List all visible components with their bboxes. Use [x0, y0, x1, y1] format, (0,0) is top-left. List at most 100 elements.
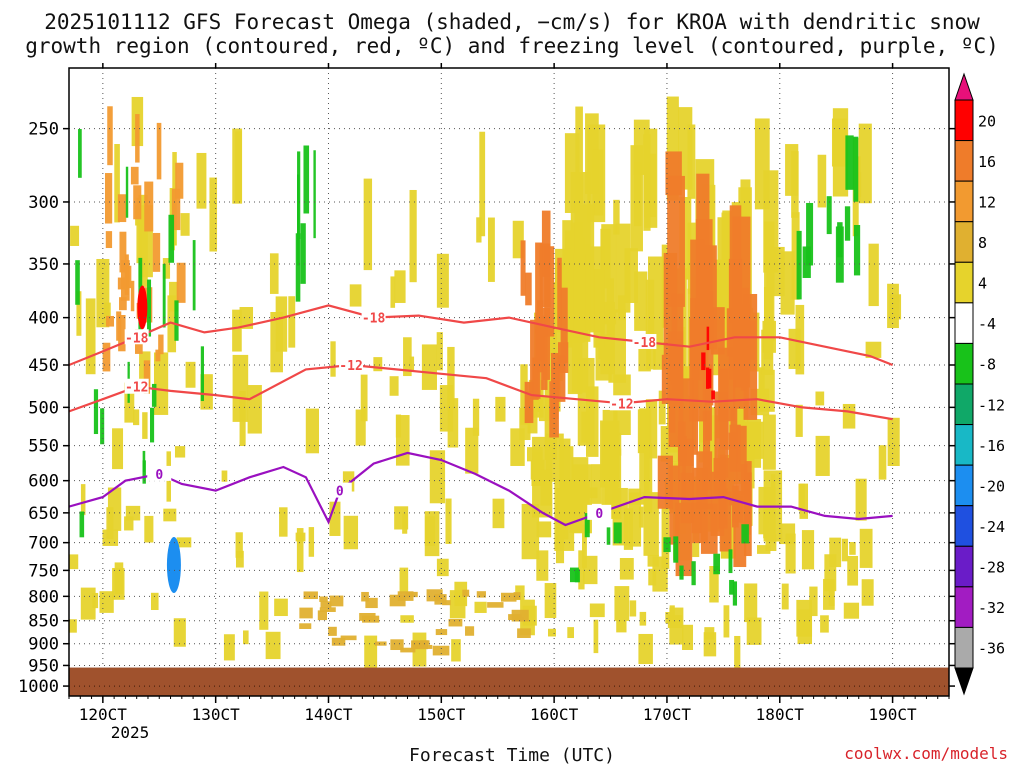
omega-cell [432, 645, 450, 656]
colorbar-label: 16 [978, 153, 996, 171]
omega-cell [639, 408, 650, 494]
omega-cell [274, 598, 288, 617]
omega-cell [390, 639, 404, 651]
omega-cell [744, 421, 764, 459]
omega-cell [329, 501, 341, 536]
omega-cell [343, 515, 359, 550]
omega-cell [130, 280, 135, 312]
omega-cell [540, 469, 552, 506]
omega-cell [798, 483, 805, 511]
contour--12C [69, 363, 893, 421]
contour-label: -18 [633, 336, 657, 351]
colorbar-swatch [954, 464, 974, 507]
omega-cell [153, 352, 169, 415]
y-tick-label: 300 [28, 193, 59, 213]
omega-cell [669, 465, 680, 545]
omega-cell [552, 361, 560, 390]
y-tick-label: 900 [28, 635, 59, 655]
omega-cell [445, 498, 452, 544]
omega-cell [520, 364, 528, 425]
colorbar-label: -16 [978, 437, 1005, 455]
omega-cell [395, 415, 410, 466]
omega-cell [560, 287, 568, 364]
x-axis: 120CT 130CT 140CT 150CT 160CT 170CT 180CT 190CT [68, 63, 950, 724]
y-tick-label: 400 [28, 309, 59, 329]
credit-text: coolwx.com/models [844, 744, 1008, 763]
omega-cell [119, 231, 127, 273]
omega-cell [616, 620, 627, 633]
omega-cell [779, 523, 796, 545]
omega-cell [168, 214, 175, 263]
omega-cell [573, 253, 586, 338]
omega-cell [102, 529, 119, 546]
omega-cell [763, 287, 773, 360]
omega-cell [479, 131, 486, 237]
omega-cell [887, 283, 899, 329]
omega-cell [741, 464, 748, 495]
omega-cell [340, 635, 357, 641]
contour-label: 0 [595, 507, 603, 522]
omega-cell [703, 632, 717, 657]
contour-label: 0 [155, 468, 163, 483]
omega-cell [606, 527, 611, 545]
colorbar-label: -28 [978, 559, 1005, 577]
omega-cell [796, 230, 802, 300]
contour-label-bg [339, 356, 364, 372]
omega-cell [878, 445, 887, 480]
omega-cell [809, 586, 818, 617]
omega-cell [734, 635, 741, 669]
colorbar-swatch [954, 99, 974, 142]
omega-cell [259, 591, 269, 630]
omega-cell [845, 135, 854, 190]
omega-cell [536, 521, 552, 538]
contour-label: -18 [125, 331, 149, 346]
omega-cell [691, 561, 696, 586]
omega-cell [124, 516, 134, 531]
omega-cell [150, 592, 159, 610]
omega-cell [492, 498, 505, 529]
omega-cell [711, 390, 715, 400]
omega-cell [578, 550, 585, 590]
omega-cell [569, 567, 579, 583]
contour-label: -12 [610, 397, 633, 412]
omega-cell [69, 619, 77, 633]
omega-cell [592, 149, 604, 216]
omega-cell [76, 291, 82, 336]
omega-cell [152, 232, 161, 272]
omega-cell [634, 162, 642, 227]
omega-cell [308, 527, 315, 557]
omega-cell [133, 185, 142, 220]
omega-cell [349, 284, 362, 307]
omega-cell [853, 225, 861, 276]
omega-cell [554, 479, 575, 551]
omega-cell [742, 320, 756, 360]
omega-cell [826, 196, 832, 235]
omega-cell [162, 263, 166, 328]
x-tick-label: 190CT [869, 705, 918, 724]
colorbar-bottom-arrow [954, 667, 974, 696]
omega-cell [602, 409, 618, 485]
omega-cell [142, 412, 148, 439]
omega-cell [500, 592, 517, 602]
omega-cell [613, 199, 620, 235]
omega-cell [667, 175, 685, 307]
omega-cell [544, 246, 555, 337]
omega-cell [114, 562, 124, 595]
omega-cell [802, 246, 811, 278]
omega-cell [400, 615, 414, 623]
contour-0C [69, 451, 893, 527]
omega-cell [409, 189, 417, 283]
omega-cell [549, 326, 557, 356]
omega-cell [532, 357, 539, 400]
omega-cell [239, 391, 246, 447]
omega-cell [682, 624, 694, 650]
omega-cell [628, 488, 642, 547]
omega-cell [714, 391, 729, 478]
omega-cell [319, 596, 328, 602]
y-axis: 250 300 350 400 450 500 550 600 650 700 750 800 850 9… [18, 120, 955, 697]
omega-cell [643, 134, 651, 231]
omega-cell [705, 367, 710, 389]
omega-cell [313, 150, 316, 239]
contour-label-bg [124, 378, 149, 394]
omega-cell [709, 565, 719, 603]
